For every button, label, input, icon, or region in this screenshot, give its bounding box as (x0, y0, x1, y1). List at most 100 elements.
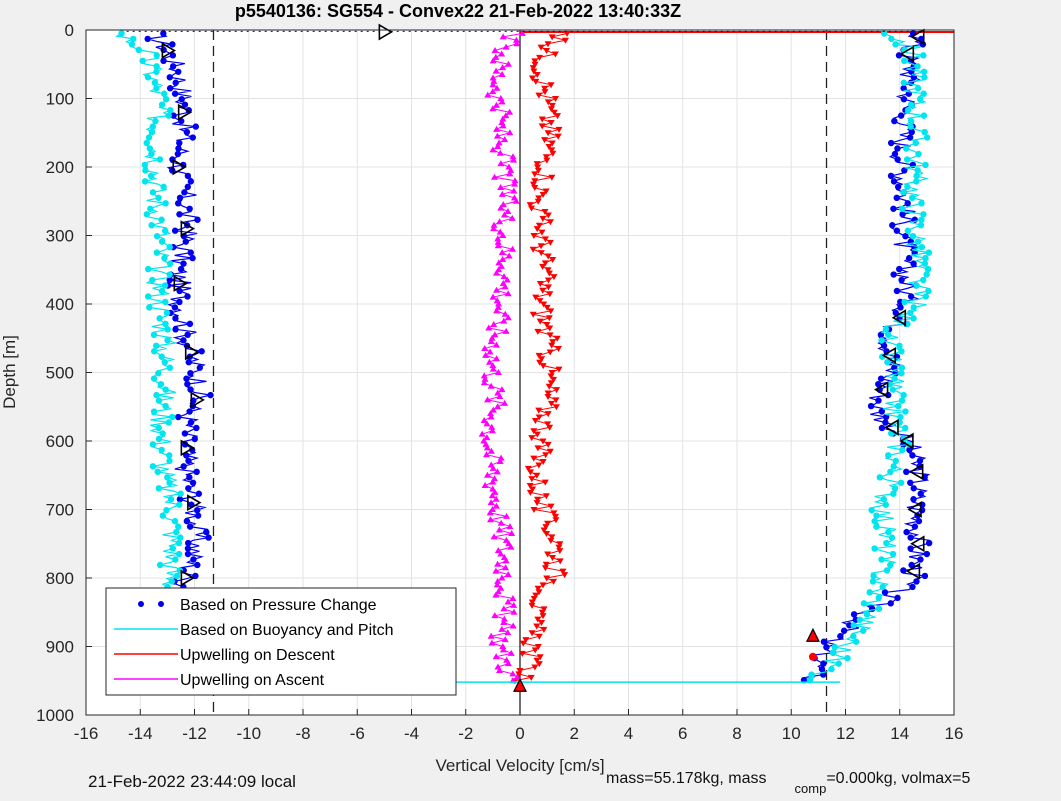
descent-profile-point (176, 287, 183, 295)
upwelling-point (544, 421, 552, 428)
upwelling-point (498, 50, 506, 57)
upwelling-point (504, 208, 512, 215)
upwelling-point (551, 513, 559, 520)
ascent-profile-point (920, 52, 927, 59)
ascent-profile-point (908, 561, 915, 569)
upwelling-point (506, 170, 514, 177)
upwelling-point (539, 287, 547, 294)
ascent-profile-point (875, 605, 883, 613)
upwelling-point (544, 99, 552, 106)
upwelling-point (496, 228, 504, 235)
ascent-profile-point (900, 391, 907, 399)
upwelling-point (494, 242, 502, 249)
ascent-profile-point (924, 134, 931, 141)
descent-profile-point (161, 254, 168, 262)
ascent-profile-point (880, 342, 888, 349)
upwelling-point (552, 517, 560, 524)
descent-profile-point (185, 539, 192, 547)
upwelling-point (494, 588, 502, 595)
upwelling-point (487, 516, 495, 523)
ascent-profile-point (890, 178, 898, 185)
local-time-stamp: 21-Feb-2022 23:44:09 local (88, 772, 296, 791)
upwelling-point (544, 551, 552, 558)
upwelling-point (513, 40, 521, 47)
descent-marker (180, 439, 195, 457)
descent-profile-point (169, 52, 177, 59)
upwelling-point (542, 188, 550, 195)
ascent-profile-point (925, 249, 933, 256)
descent-profile-point (180, 337, 187, 344)
upwelling-point (493, 355, 501, 362)
descent-profile-point (186, 474, 193, 481)
upwelling-point (493, 581, 501, 588)
upwelling-point (531, 647, 539, 654)
upwelling-point (494, 238, 502, 245)
upwelling-point (494, 547, 502, 554)
descent-profile-point (203, 528, 210, 536)
ascent-profile-point (903, 468, 910, 476)
ascent-profile-point (915, 150, 922, 158)
ascent-profile-point (878, 556, 885, 563)
descent-profile-point (169, 41, 176, 48)
upwelling-point (527, 674, 535, 681)
descent-profile-point (145, 265, 152, 273)
upwelling-point (494, 403, 502, 410)
upwelling-point (544, 284, 552, 291)
ascent-marker (899, 45, 915, 63)
ascent-profile-point (911, 523, 919, 530)
upwelling-point (534, 496, 542, 503)
upwelling-point (543, 575, 551, 582)
upwelling-point (554, 113, 562, 120)
upwelling-point (491, 173, 499, 180)
descent-profile-point (144, 293, 152, 300)
descent-profile-point (143, 139, 150, 147)
descent-profile-point (184, 380, 191, 388)
ascent-profile-point (894, 594, 901, 602)
upwelling-point (487, 338, 495, 345)
upwelling-point (536, 318, 544, 325)
upwelling-point (489, 81, 497, 88)
ascent-profile-point (918, 243, 926, 251)
descent-profile-point (155, 424, 162, 432)
upwelling-point (550, 376, 558, 383)
upwelling-point (543, 304, 551, 311)
descent-marker (161, 42, 176, 59)
upwelling-point (502, 557, 510, 564)
upwelling-point (534, 616, 542, 623)
upwelling-point (541, 260, 549, 267)
upwelling-point (535, 462, 543, 469)
descent-profile-point (150, 408, 158, 415)
descent-profile-point (155, 397, 163, 404)
ascent-marker (909, 463, 924, 481)
upwelling-point (547, 400, 555, 407)
descent-profile-point (192, 123, 199, 130)
descent-profile-point (205, 534, 212, 541)
ascent-marker (881, 346, 897, 364)
upwelling-point (528, 630, 536, 637)
descent-profile-point (159, 512, 166, 519)
ascent-profile-point (897, 112, 905, 119)
ascent-profile-point (890, 463, 897, 470)
descent-profile-point (183, 517, 191, 525)
upwelling-point (496, 458, 504, 465)
descent-profile-point (156, 156, 164, 163)
comp-subscript: comp (794, 781, 827, 796)
upwelling-point (555, 544, 563, 551)
ascent-marker (910, 28, 925, 46)
descent-profile-point (147, 205, 154, 212)
upwelling-point (554, 133, 562, 140)
upwelling-point (494, 560, 502, 567)
ascent-profile-point (878, 408, 886, 415)
descent-profile-point (187, 369, 194, 377)
descent-profile-point (171, 227, 179, 234)
y-tick-label: 900 (46, 638, 74, 657)
x-tick-labels: -16 -14 -12 -10 -8 -6 -4 -2 0 2 4 6 8 10 12 14 16 (74, 724, 964, 743)
ascent-profile-point (924, 265, 932, 273)
ascent-profile-point (910, 315, 917, 322)
descent-profile-point (181, 101, 189, 108)
ascent-profile-point (840, 627, 848, 634)
upwelling-point (480, 372, 488, 379)
upwelling-point (544, 411, 552, 418)
descent-profile-point (185, 359, 192, 366)
ascent-profile-point (908, 128, 915, 136)
